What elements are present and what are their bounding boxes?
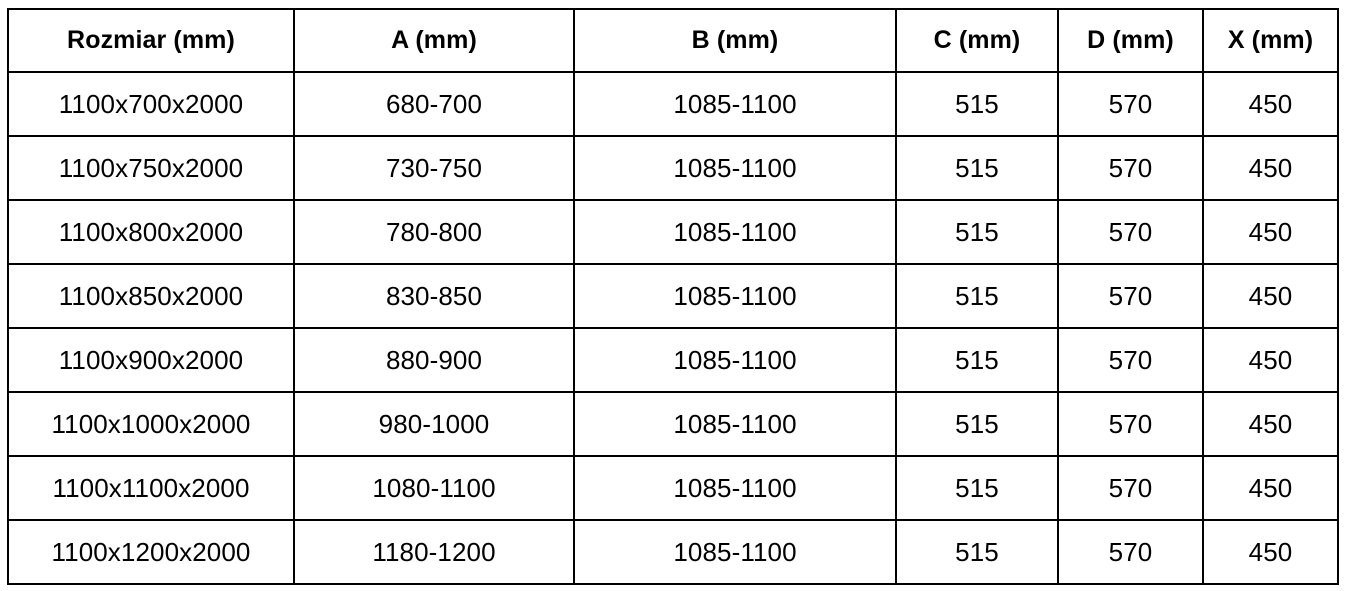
table-header: Rozmiar (mm) A (mm) B (mm) C (mm) D (mm)…: [7, 8, 1339, 73]
cell-a: 730-750: [293, 135, 575, 201]
size-specification-table: Rozmiar (mm) A (mm) B (mm) C (mm) D (mm)…: [7, 8, 1339, 585]
cell-a: 680-700: [293, 71, 575, 137]
cell-b: 1085-1100: [573, 199, 897, 265]
cell-c: 515: [895, 71, 1059, 137]
cell-a: 830-850: [293, 263, 575, 329]
cell-a: 980-1000: [293, 391, 575, 457]
column-header-b: B (mm): [573, 8, 897, 73]
cell-x: 450: [1202, 263, 1339, 329]
column-header-x: X (mm): [1202, 8, 1339, 73]
cell-size: 1100x1000x2000: [7, 391, 295, 457]
cell-size: 1100x800x2000: [7, 199, 295, 265]
table-row: 1100x850x2000 830-850 1085-1100 515 570 …: [7, 263, 1339, 329]
cell-x: 450: [1202, 71, 1339, 137]
table-header-row: Rozmiar (mm) A (mm) B (mm) C (mm) D (mm)…: [7, 8, 1339, 73]
column-header-d: D (mm): [1057, 8, 1204, 73]
cell-c: 515: [895, 327, 1059, 393]
cell-c: 515: [895, 391, 1059, 457]
table-row: 1100x800x2000 780-800 1085-1100 515 570 …: [7, 199, 1339, 265]
cell-d: 570: [1057, 135, 1204, 201]
cell-d: 570: [1057, 391, 1204, 457]
cell-c: 515: [895, 519, 1059, 585]
cell-b: 1085-1100: [573, 391, 897, 457]
table-body: 1100x700x2000 680-700 1085-1100 515 570 …: [7, 71, 1339, 585]
cell-b: 1085-1100: [573, 455, 897, 521]
cell-a: 780-800: [293, 199, 575, 265]
table-row: 1100x750x2000 730-750 1085-1100 515 570 …: [7, 135, 1339, 201]
cell-b: 1085-1100: [573, 327, 897, 393]
table-row: 1100x700x2000 680-700 1085-1100 515 570 …: [7, 71, 1339, 137]
cell-a: 1180-1200: [293, 519, 575, 585]
cell-d: 570: [1057, 199, 1204, 265]
table-row: 1100x1100x2000 1080-1100 1085-1100 515 5…: [7, 455, 1339, 521]
cell-d: 570: [1057, 71, 1204, 137]
cell-size: 1100x900x2000: [7, 327, 295, 393]
cell-b: 1085-1100: [573, 263, 897, 329]
column-header-c: C (mm): [895, 8, 1059, 73]
cell-size: 1100x1200x2000: [7, 519, 295, 585]
cell-d: 570: [1057, 519, 1204, 585]
cell-x: 450: [1202, 327, 1339, 393]
cell-x: 450: [1202, 135, 1339, 201]
cell-c: 515: [895, 199, 1059, 265]
cell-c: 515: [895, 455, 1059, 521]
cell-d: 570: [1057, 263, 1204, 329]
cell-size: 1100x700x2000: [7, 71, 295, 137]
table-row: 1100x1000x2000 980-1000 1085-1100 515 57…: [7, 391, 1339, 457]
cell-size: 1100x750x2000: [7, 135, 295, 201]
cell-x: 450: [1202, 199, 1339, 265]
cell-d: 570: [1057, 327, 1204, 393]
cell-size: 1100x1100x2000: [7, 455, 295, 521]
cell-d: 570: [1057, 455, 1204, 521]
cell-a: 1080-1100: [293, 455, 575, 521]
cell-x: 450: [1202, 519, 1339, 585]
table-row: 1100x1200x2000 1180-1200 1085-1100 515 5…: [7, 519, 1339, 585]
column-header-size: Rozmiar (mm): [7, 8, 295, 73]
cell-x: 450: [1202, 455, 1339, 521]
cell-a: 880-900: [293, 327, 575, 393]
cell-b: 1085-1100: [573, 519, 897, 585]
cell-b: 1085-1100: [573, 135, 897, 201]
cell-b: 1085-1100: [573, 71, 897, 137]
cell-c: 515: [895, 263, 1059, 329]
cell-size: 1100x850x2000: [7, 263, 295, 329]
cell-x: 450: [1202, 391, 1339, 457]
column-header-a: A (mm): [293, 8, 575, 73]
cell-c: 515: [895, 135, 1059, 201]
table-row: 1100x900x2000 880-900 1085-1100 515 570 …: [7, 327, 1339, 393]
